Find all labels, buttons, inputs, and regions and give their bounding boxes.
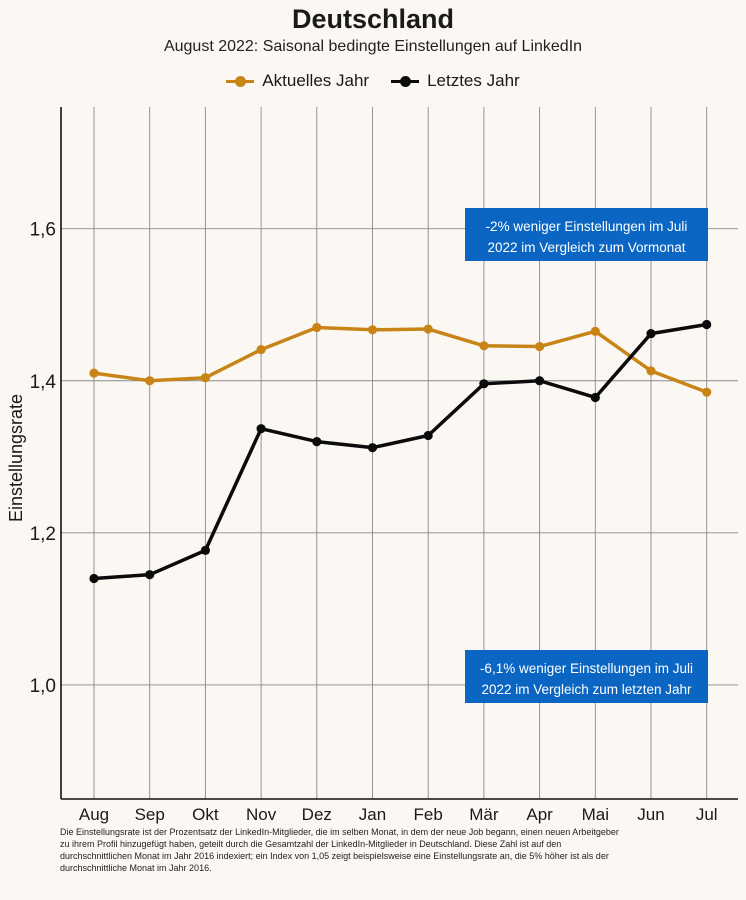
x-tick-label: Mär <box>469 805 499 824</box>
series-line-last-year <box>93 322 707 581</box>
x-tick-label: Nov <box>246 805 277 824</box>
y-tick-label: 1,2 <box>30 524 56 545</box>
data-point-current-year <box>145 376 155 386</box>
data-point-current-year <box>312 322 322 333</box>
data-point-current-year <box>89 368 99 378</box>
data-point-last-year <box>89 573 99 584</box>
footnote: Die Einstellungsrate ist der Prozentsatz… <box>60 827 619 873</box>
x-tick-label: Dez <box>302 805 332 824</box>
legend-item-last-year: Letztes Jahr <box>391 71 520 91</box>
legend-marker-last-year <box>391 74 420 88</box>
data-point-current-year <box>646 366 656 376</box>
annotation-month-change: -2% weniger Einstellungen im Juli 2022 i… <box>465 208 708 261</box>
data-point-last-year <box>479 379 489 389</box>
data-point-current-year <box>423 324 433 334</box>
data-point-current-year <box>367 325 378 335</box>
y-axis-label: Einstellungsrate <box>6 394 26 522</box>
chart-subtitle: August 2022: Saisonal bedingte Einstellu… <box>163 38 583 55</box>
x-tick-label: Okt <box>192 805 219 824</box>
annotation-year-change: -6,1% weniger Einstellungen im Juli 2022… <box>465 650 708 703</box>
data-point-last-year <box>367 443 378 453</box>
legend-label-current-year: Aktuelles Jahr <box>262 71 370 90</box>
x-tick-label: Jan <box>359 805 386 824</box>
y-tick-label: 1,0 <box>30 676 56 697</box>
x-tick-label: Sep <box>135 805 165 824</box>
data-point-last-year <box>702 319 712 330</box>
x-tick-label: Jul <box>696 805 718 824</box>
data-point-last-year <box>256 424 266 434</box>
y-tick-label: 1,6 <box>30 220 56 241</box>
data-point-current-year <box>200 373 210 383</box>
data-point-last-year <box>535 376 545 386</box>
data-point-last-year <box>590 392 600 403</box>
legend: Aktuelles Jahr Letztes Jahr <box>0 71 746 91</box>
data-point-last-year <box>646 329 656 339</box>
data-point-last-year <box>200 545 210 555</box>
data-point-last-year <box>423 430 433 441</box>
chart-title: Deutschland <box>291 4 455 34</box>
legend-label-last-year: Letztes Jahr <box>427 71 520 90</box>
data-point-last-year <box>145 570 155 580</box>
x-tick-label: Feb <box>414 805 443 824</box>
data-point-current-year <box>702 387 712 397</box>
data-point-last-year <box>312 436 322 447</box>
data-point-current-year <box>479 341 489 351</box>
data-point-current-year <box>535 341 545 352</box>
x-tick-label: Aug <box>79 805 109 824</box>
x-tick-label: Jun <box>637 805 664 824</box>
x-tick-label: Apr <box>526 805 553 824</box>
data-point-current-year <box>256 344 266 355</box>
y-tick-label: 1,4 <box>30 372 57 393</box>
data-point-current-year <box>590 326 600 336</box>
series-line-current-year <box>93 325 708 394</box>
legend-item-current-year: Aktuelles Jahr <box>226 71 369 91</box>
x-tick-label: Mai <box>582 805 609 824</box>
legend-marker-current-year <box>226 74 255 88</box>
